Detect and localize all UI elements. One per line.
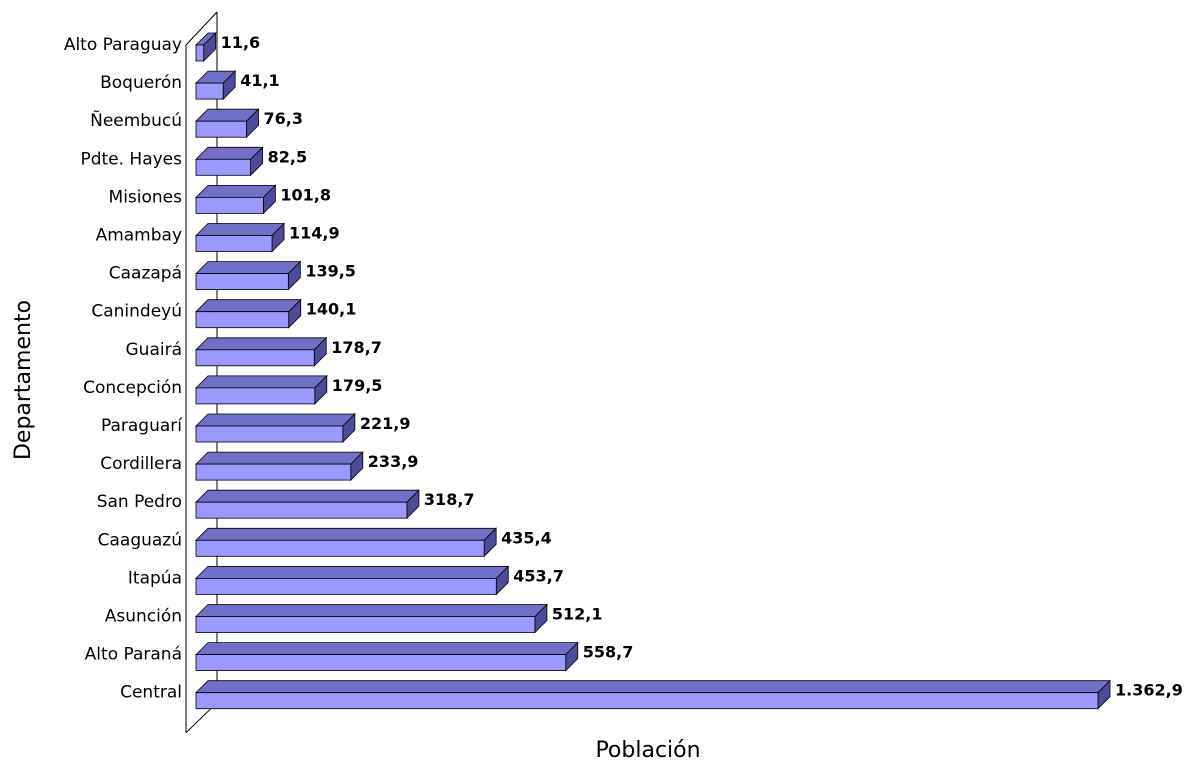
value-label: 179,5 [332,376,383,395]
bar-top-face [195,413,356,427]
value-label: 140,1 [306,300,357,319]
category-label: Pdte. Hayes [80,149,182,169]
bar-front-face [195,120,247,138]
bar-front-face [195,44,205,62]
bar-top-face [195,489,420,503]
bar-front-face [195,273,289,291]
bar-top-face [195,184,277,198]
bar-front-face [195,158,252,176]
category-label: Ñeembucú [90,109,182,131]
category-label: Canindeyú [91,302,182,322]
bar [195,222,286,253]
value-label: 82,5 [268,147,307,166]
bar-front-face [195,387,316,405]
category-label: Asunción [105,607,182,627]
category-labels: Alto Paraguay Boquerón Ñeembucú Pdte. Hayes… [64,35,183,703]
value-label: 41,1 [240,71,279,90]
bar [195,32,217,62]
value-label: 101,8 [280,185,331,204]
axis-wall-top-line [185,11,218,46]
bar-front-face [195,349,315,367]
bar-front-face [195,578,497,595]
bar-front-face [195,425,344,443]
value-label: 114,9 [289,224,340,243]
bar-front-face [195,463,352,481]
category-label: San Pedro [97,492,182,512]
value-label: 512,1 [552,605,603,624]
value-label: 178,7 [331,338,382,357]
bar-front-face [195,235,273,252]
bar-front-face [195,311,290,329]
bar [195,184,277,215]
category-label: Misiones [109,187,183,207]
value-label: 558,7 [583,643,634,662]
bar [195,298,302,329]
category-label: Alto Paraná [85,645,182,665]
category-label: Itapúa [128,568,182,588]
bar-top-face [195,451,364,465]
bar-top-face [195,680,1111,694]
bar [195,146,264,177]
bar-front-face [195,501,408,519]
value-label: 139,5 [305,262,356,281]
bar-top-face [195,261,302,275]
bar [195,260,302,291]
category-label: Caaguazú [98,530,182,550]
category-label: Paraguarí [101,416,183,436]
y-axis-title: Departamento [11,300,36,460]
category-label: Concepción [83,378,182,398]
bar-front-face [195,82,224,100]
bar-top-face [195,337,328,351]
value-label: 76,3 [263,109,302,128]
bar [195,70,237,101]
bar-top-face [195,642,579,655]
bar-top-face [195,604,548,617]
bar-top-face [195,223,286,236]
bar-top-face [195,299,302,313]
bar [195,527,498,558]
category-label: Cordillera [100,454,182,474]
bar [195,679,1111,710]
x-axis-title: Población [595,738,700,763]
category-label: Boquerón [100,73,182,93]
value-label: 453,7 [513,566,564,585]
bar-front-face [195,654,567,671]
bar [195,603,548,634]
bar [195,565,510,596]
category-label: Alto Paraguay [64,35,182,55]
bar-front-face [195,539,485,557]
bar [195,489,420,520]
value-labels: 11,6 41,1 76,3 82,5 101,8 114,9 139,5 140,1 178,… [221,33,1183,700]
bar [195,374,328,405]
bar [195,641,579,672]
bar-front-face [195,692,1099,710]
bar-top-face [195,375,328,389]
category-label: Amambay [96,226,182,246]
category-label: Guairá [126,340,183,360]
value-label: 318,7 [424,490,475,509]
bar-front-face [195,196,264,214]
value-label: 233,9 [368,452,419,471]
value-label: 11,6 [221,33,260,52]
bar-top-face [195,566,510,579]
value-label: 435,4 [501,528,552,547]
bar [195,413,356,443]
value-label: 221,9 [360,414,411,433]
category-label: Central [120,683,182,703]
bar [195,336,328,367]
bar [195,451,364,482]
bar-series [195,32,1111,710]
bar-front-face [195,616,536,633]
bar-top-face [195,527,498,541]
bar [195,108,260,139]
value-label: 1.362,9 [1115,681,1183,700]
category-label: Caazapá [109,264,182,284]
